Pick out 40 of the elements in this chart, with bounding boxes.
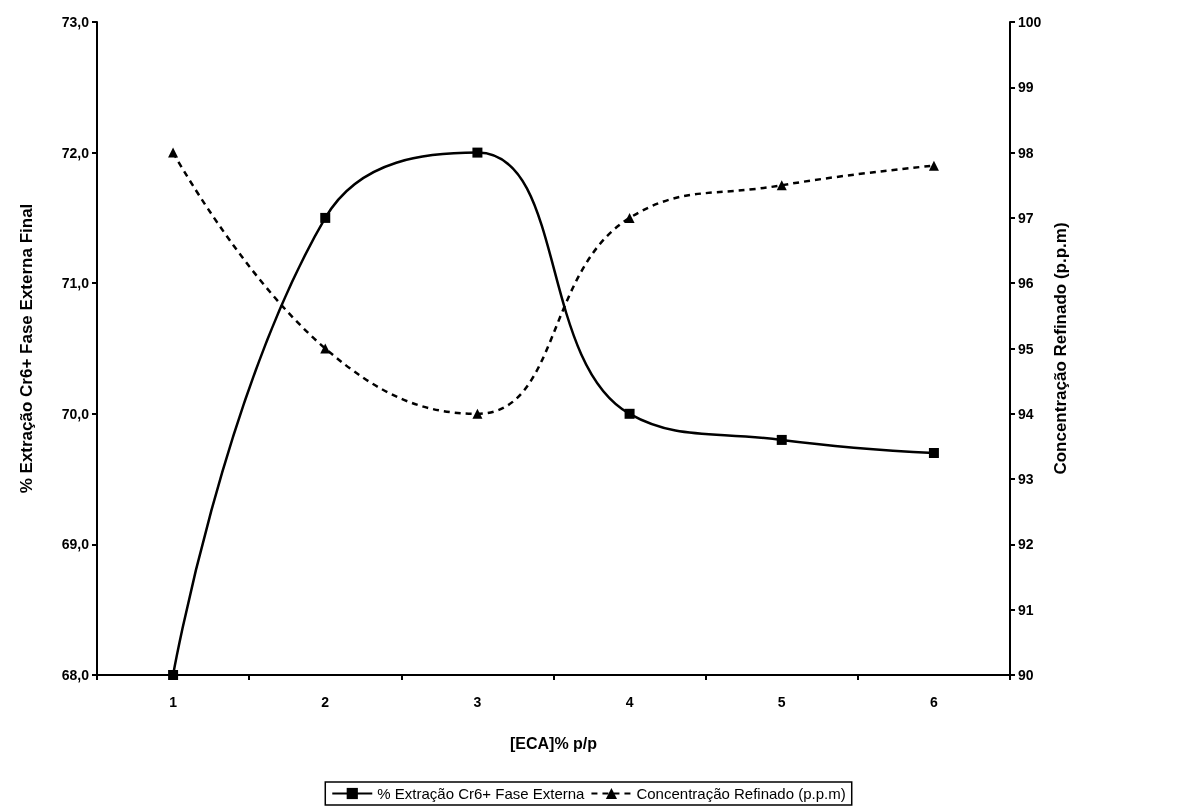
y2-axis-title: Concentração Refinado (p.p.m) bbox=[1051, 222, 1071, 475]
point bbox=[624, 408, 635, 419]
point bbox=[472, 408, 483, 419]
y2-tick-label: 96 bbox=[1018, 275, 1034, 292]
point bbox=[776, 434, 787, 445]
y2-tick-label: 93 bbox=[1018, 471, 1034, 488]
y2-tick-label: 98 bbox=[1018, 144, 1034, 161]
point bbox=[624, 212, 635, 223]
y-tick-label: 71,0 bbox=[61, 275, 90, 292]
x-tick-label: 1 bbox=[169, 694, 178, 710]
y-tick-label: 73,0 bbox=[61, 14, 90, 30]
y-tick-label: 68,0 bbox=[61, 667, 90, 683]
x-tick-label: 5 bbox=[777, 694, 786, 710]
point bbox=[472, 147, 483, 158]
x-tick-label: 3 bbox=[473, 694, 482, 710]
x-tick-label: 4 bbox=[625, 694, 634, 710]
y2-tick-label: 92 bbox=[1018, 536, 1034, 553]
legend-label: % Extração Cr6+ Fase Externa bbox=[377, 785, 586, 802]
y2-tick-label: 94 bbox=[1018, 405, 1034, 422]
y2-tick-label: 97 bbox=[1018, 209, 1034, 226]
y2-tick-label: 95 bbox=[1018, 340, 1034, 357]
point bbox=[928, 160, 939, 171]
point bbox=[928, 447, 939, 458]
point bbox=[320, 212, 331, 223]
y2-tick-label: 91 bbox=[1018, 601, 1034, 618]
point bbox=[320, 343, 331, 354]
y-tick-label: 69,0 bbox=[61, 536, 90, 553]
point bbox=[168, 670, 179, 680]
point bbox=[776, 180, 787, 191]
x-axis-title: [ECA]% p/p bbox=[509, 734, 598, 752]
y2-tick-label: 100 bbox=[1018, 14, 1042, 30]
x-tick-label: 6 bbox=[930, 694, 939, 710]
y-tick-label: 72,0 bbox=[61, 144, 90, 161]
y-axis-title: % Extração Cr6+ Fase Externa Final bbox=[17, 203, 36, 494]
y-tick-label: 70,0 bbox=[61, 405, 90, 422]
point bbox=[168, 147, 179, 158]
legend-label: Concentração Refinado (p.p.m) bbox=[636, 785, 846, 802]
y2-tick-label: 99 bbox=[1018, 79, 1034, 96]
y2-tick-label: 90 bbox=[1018, 667, 1034, 683]
x-tick-label: 2 bbox=[321, 694, 330, 710]
